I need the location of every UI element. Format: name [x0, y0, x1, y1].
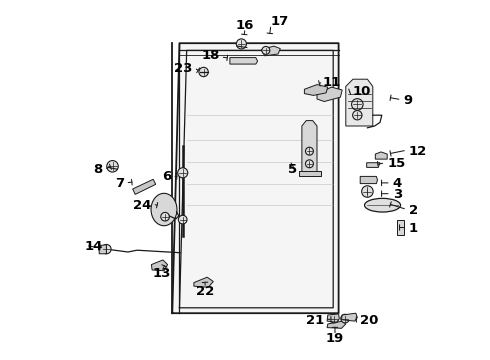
Text: 22: 22 — [196, 285, 215, 298]
Circle shape — [178, 215, 187, 224]
Polygon shape — [367, 163, 380, 167]
Circle shape — [178, 168, 188, 178]
Text: 4: 4 — [392, 177, 402, 190]
Circle shape — [341, 314, 349, 323]
Polygon shape — [151, 260, 168, 271]
Polygon shape — [360, 176, 377, 184]
Polygon shape — [302, 121, 317, 173]
Circle shape — [353, 111, 362, 120]
Circle shape — [199, 67, 208, 77]
Ellipse shape — [151, 193, 177, 226]
Text: 12: 12 — [409, 145, 427, 158]
Text: 24: 24 — [133, 199, 151, 212]
Polygon shape — [99, 245, 106, 254]
Polygon shape — [304, 85, 328, 95]
Text: 16: 16 — [236, 19, 254, 32]
Circle shape — [262, 46, 270, 54]
Circle shape — [236, 39, 246, 49]
Text: 11: 11 — [322, 76, 341, 89]
Text: 19: 19 — [326, 332, 344, 345]
Circle shape — [305, 147, 314, 155]
Polygon shape — [346, 79, 373, 126]
Circle shape — [102, 244, 111, 254]
Text: 7: 7 — [115, 177, 124, 190]
Circle shape — [305, 160, 314, 168]
Text: 14: 14 — [85, 240, 103, 253]
Text: 18: 18 — [201, 49, 220, 62]
Circle shape — [362, 186, 373, 197]
Polygon shape — [299, 171, 320, 176]
Circle shape — [351, 99, 363, 110]
Text: 3: 3 — [392, 188, 402, 201]
Text: 20: 20 — [360, 314, 379, 327]
Text: 13: 13 — [153, 267, 172, 280]
Text: 23: 23 — [174, 62, 193, 75]
Text: 2: 2 — [409, 204, 418, 217]
Text: 15: 15 — [387, 157, 405, 170]
Polygon shape — [342, 313, 357, 321]
Text: 6: 6 — [162, 170, 171, 183]
Text: 1: 1 — [409, 222, 418, 235]
Ellipse shape — [365, 198, 400, 212]
Polygon shape — [317, 87, 342, 102]
Polygon shape — [375, 152, 387, 159]
Polygon shape — [194, 277, 213, 287]
Text: 8: 8 — [94, 163, 103, 176]
Polygon shape — [230, 58, 258, 64]
Text: 21: 21 — [306, 314, 324, 327]
Circle shape — [330, 314, 339, 323]
Circle shape — [161, 212, 170, 221]
Polygon shape — [261, 46, 280, 56]
Text: 10: 10 — [353, 85, 371, 98]
Polygon shape — [172, 43, 339, 313]
Text: 5: 5 — [288, 163, 297, 176]
Polygon shape — [327, 321, 346, 328]
Polygon shape — [133, 179, 156, 194]
Bar — [396, 220, 404, 235]
Text: 17: 17 — [270, 15, 289, 28]
Polygon shape — [327, 314, 339, 322]
Text: 9: 9 — [403, 94, 413, 107]
Circle shape — [107, 161, 118, 172]
